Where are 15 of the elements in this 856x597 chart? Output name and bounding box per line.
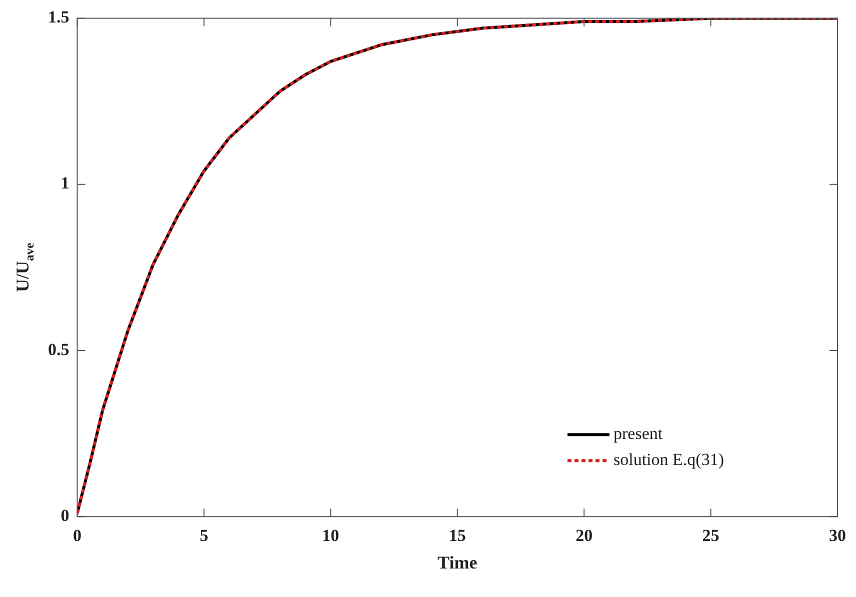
y-tick-label: 1.5 [48,8,70,27]
y-tick-label: 0.5 [48,340,70,359]
x-tick-label: 10 [322,526,340,546]
x-tick-label: 0 [73,526,82,546]
y-axis-title: U/Uave [12,242,37,292]
x-tick-label: 20 [576,526,593,546]
x-axis-title: Time [438,552,478,572]
x-tick-label: 25 [702,526,720,546]
x-tick-label: 5 [200,526,208,546]
x-tick-label: 30 [829,526,846,546]
legend-label: present [614,424,663,444]
y-tick-label: 0 [60,506,70,525]
y-tick-label: 1 [60,174,70,193]
x-tick-label: 15 [448,526,466,546]
legend-label: solution E.q(31) [614,450,724,470]
